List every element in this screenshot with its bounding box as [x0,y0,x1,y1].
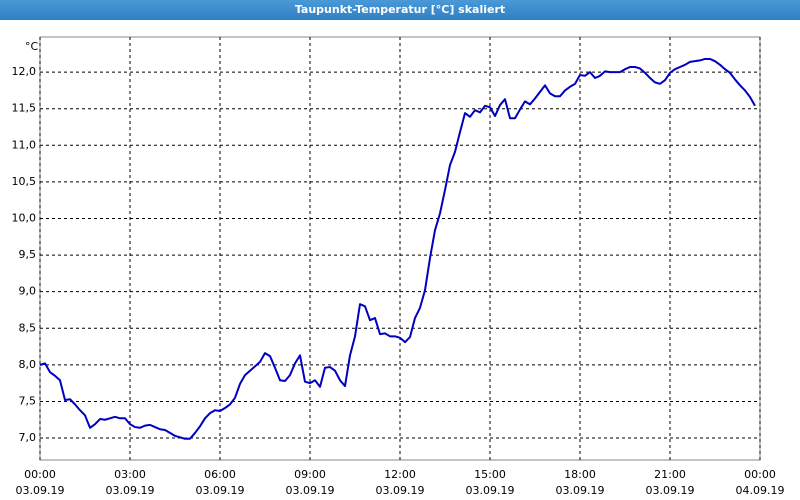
y-tick-label: 12,0 [12,65,37,78]
x-tick-date: 03.09.19 [466,484,515,497]
y-unit: °C [25,40,39,53]
x-tick-label: 15:00 [474,468,506,481]
y-tick-label: 8,5 [19,321,37,334]
x-tick-label: 18:00 [564,468,596,481]
y-tick-label: 11,5 [12,102,37,115]
x-tick-date: 03.09.19 [286,484,335,497]
x-tick-label: 00:00 [24,468,56,481]
chart: °C 7,0 7,5 8,0 8,5 9,0 9,5 10,0 10,5 11,0 11,5 12,… [12,36,785,497]
x-tick-date: 03.09.19 [106,484,155,497]
x-tick-label: 12:00 [384,468,416,481]
y-tick-label: 10,0 [12,211,37,224]
x-tick-date: 03.09.19 [196,484,245,497]
data-line [39,57,756,440]
x-tick-date: 03.09.19 [646,484,695,497]
y-tick-label: 10,5 [12,175,37,188]
x-tick-label: 21:00 [654,468,686,481]
y-tick-label: 8,0 [19,358,37,371]
y-tick-label: 7,0 [19,431,37,444]
x-tick-label: 09:00 [294,468,326,481]
x-tick-date: 03.09.19 [556,484,605,497]
x-tick-date: 03.09.19 [16,484,65,497]
y-tick-label: 7,5 [19,394,37,407]
x-tick-label: 03:00 [114,468,146,481]
y-tick-label: 9,5 [19,248,37,261]
x-tick-date: 04.09.19 [736,484,785,497]
x-tick-label: 06:00 [204,468,236,481]
y-tick-label: 11,0 [12,138,37,151]
y-tick-label: 9,0 [19,285,37,298]
x-tick-date: 03.09.19 [376,484,425,497]
x-tick-label: 00:00 [744,468,776,481]
window-title: Taupunkt-Temperatur [°C] skaliert [0,0,800,20]
